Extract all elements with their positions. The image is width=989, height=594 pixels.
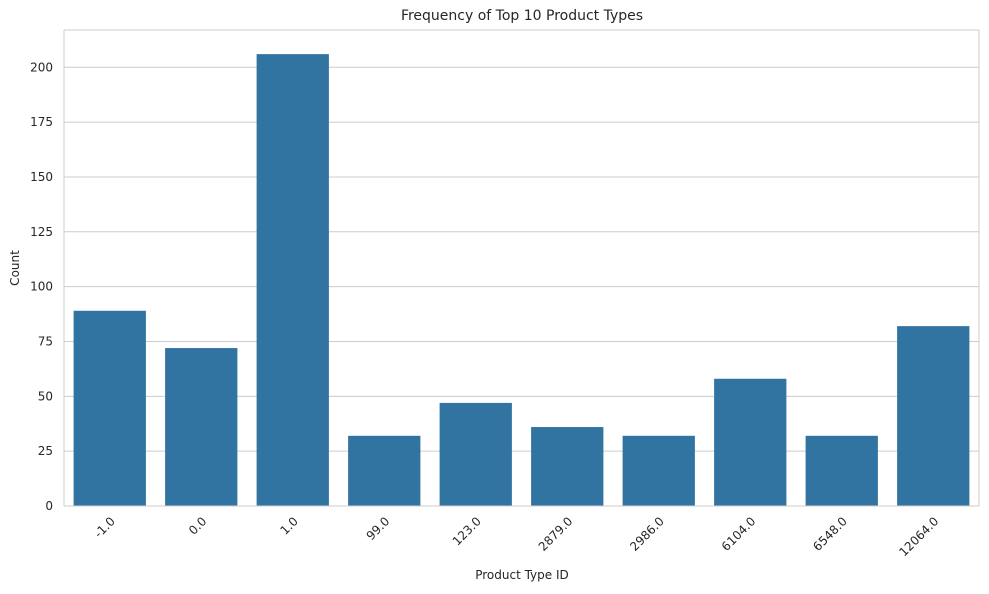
y-tick-label: 125 (30, 225, 53, 239)
bar-1.0 (256, 54, 329, 507)
bar-12064.0 (897, 326, 970, 506)
y-axis-label: Count (8, 250, 22, 286)
y-tick-label: 200 (30, 60, 53, 74)
x-tick-label: 1.0 (277, 514, 300, 537)
bar--1.0 (73, 310, 146, 506)
y-tick-label: 175 (30, 115, 53, 129)
x-axis-label: Product Type ID (475, 568, 569, 582)
x-tick-label: 123.0 (450, 514, 484, 548)
y-tick-label: 50 (38, 389, 53, 403)
x-tick-label: 99.0 (364, 514, 393, 543)
bars (73, 54, 970, 507)
x-tick-label: 6548.0 (810, 514, 850, 554)
x-tick-label: 2986.0 (627, 514, 667, 554)
y-tick-label: 150 (30, 170, 53, 184)
chart-title: Frequency of Top 10 Product Types (401, 8, 643, 24)
x-tick-label: 2879.0 (536, 514, 576, 554)
y-tick-label: 0 (45, 499, 53, 513)
x-tick-label: 12064.0 (896, 514, 941, 559)
y-tick-label: 25 (38, 444, 53, 458)
x-tick-label: 0.0 (186, 514, 209, 537)
y-tick-label: 75 (38, 334, 53, 348)
bar-6104.0 (714, 378, 787, 506)
bar-2986.0 (622, 435, 695, 506)
bar-2879.0 (531, 427, 604, 506)
bar-123.0 (439, 402, 512, 506)
x-tick-label: 6104.0 (719, 514, 759, 554)
x-tick-label: -1.0 (91, 514, 117, 540)
bar-99.0 (348, 435, 421, 506)
bar-0.0 (165, 348, 238, 506)
bar-6548.0 (805, 435, 878, 506)
y-tick-label: 100 (30, 280, 53, 294)
